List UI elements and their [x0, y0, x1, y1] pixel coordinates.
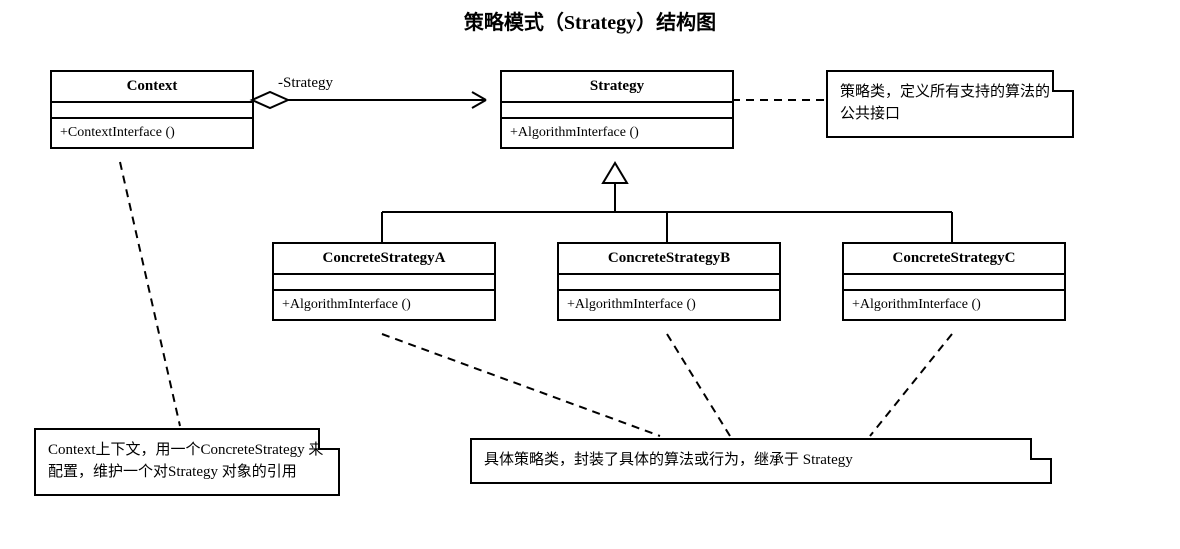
- inheritance-connector: [382, 163, 952, 242]
- note-strategy-text: 策略类，定义所有支持的算法的公共接口: [840, 84, 1050, 122]
- class-concrete-b: ConcreteStrategyB +AlgorithmInterface (): [557, 242, 781, 321]
- note-context: Context上下文，用一个ConcreteStrategy 来配置，维护一个对…: [34, 428, 340, 496]
- association-label: -Strategy: [278, 75, 333, 92]
- class-concrete-a-attrs: [274, 275, 494, 291]
- class-context-name: Context: [52, 72, 252, 103]
- note-strategy: 策略类，定义所有支持的算法的公共接口: [826, 70, 1074, 138]
- note-fold-icon: [1052, 70, 1074, 92]
- aggregation-connector: [252, 92, 486, 108]
- class-concrete-c-name: ConcreteStrategyC: [844, 244, 1064, 275]
- class-concrete-a-name: ConcreteStrategyA: [274, 244, 494, 275]
- class-strategy-name: Strategy: [502, 72, 732, 103]
- class-context-attrs: [52, 103, 252, 119]
- diagram-title: 策略模式（Strategy）结构图: [0, 6, 1180, 35]
- class-concrete-b-name: ConcreteStrategyB: [559, 244, 779, 275]
- class-strategy-op: +AlgorithmInterface (): [502, 119, 732, 147]
- note-context-text: Context上下文，用一个ConcreteStrategy 来配置，维护一个对…: [48, 442, 323, 480]
- note-concrete: 具体策略类，封装了具体的算法或行为，继承于 Strategy: [470, 438, 1052, 484]
- note-fold-icon: [1030, 438, 1052, 460]
- class-concrete-c-op: +AlgorithmInterface (): [844, 291, 1064, 319]
- class-concrete-a: ConcreteStrategyA +AlgorithmInterface (): [272, 242, 496, 321]
- class-concrete-b-attrs: [559, 275, 779, 291]
- note-fold-icon: [318, 428, 340, 450]
- class-context-op: +ContextInterface (): [52, 119, 252, 147]
- class-context: Context +ContextInterface (): [50, 70, 254, 149]
- class-concrete-c: ConcreteStrategyC +AlgorithmInterface (): [842, 242, 1066, 321]
- class-concrete-c-attrs: [844, 275, 1064, 291]
- class-strategy: Strategy +AlgorithmInterface (): [500, 70, 734, 149]
- class-concrete-a-op: +AlgorithmInterface (): [274, 291, 494, 319]
- note-links: [120, 100, 952, 436]
- class-strategy-attrs: [502, 103, 732, 119]
- class-concrete-b-op: +AlgorithmInterface (): [559, 291, 779, 319]
- note-concrete-text: 具体策略类，封装了具体的算法或行为，继承于 Strategy: [484, 452, 853, 468]
